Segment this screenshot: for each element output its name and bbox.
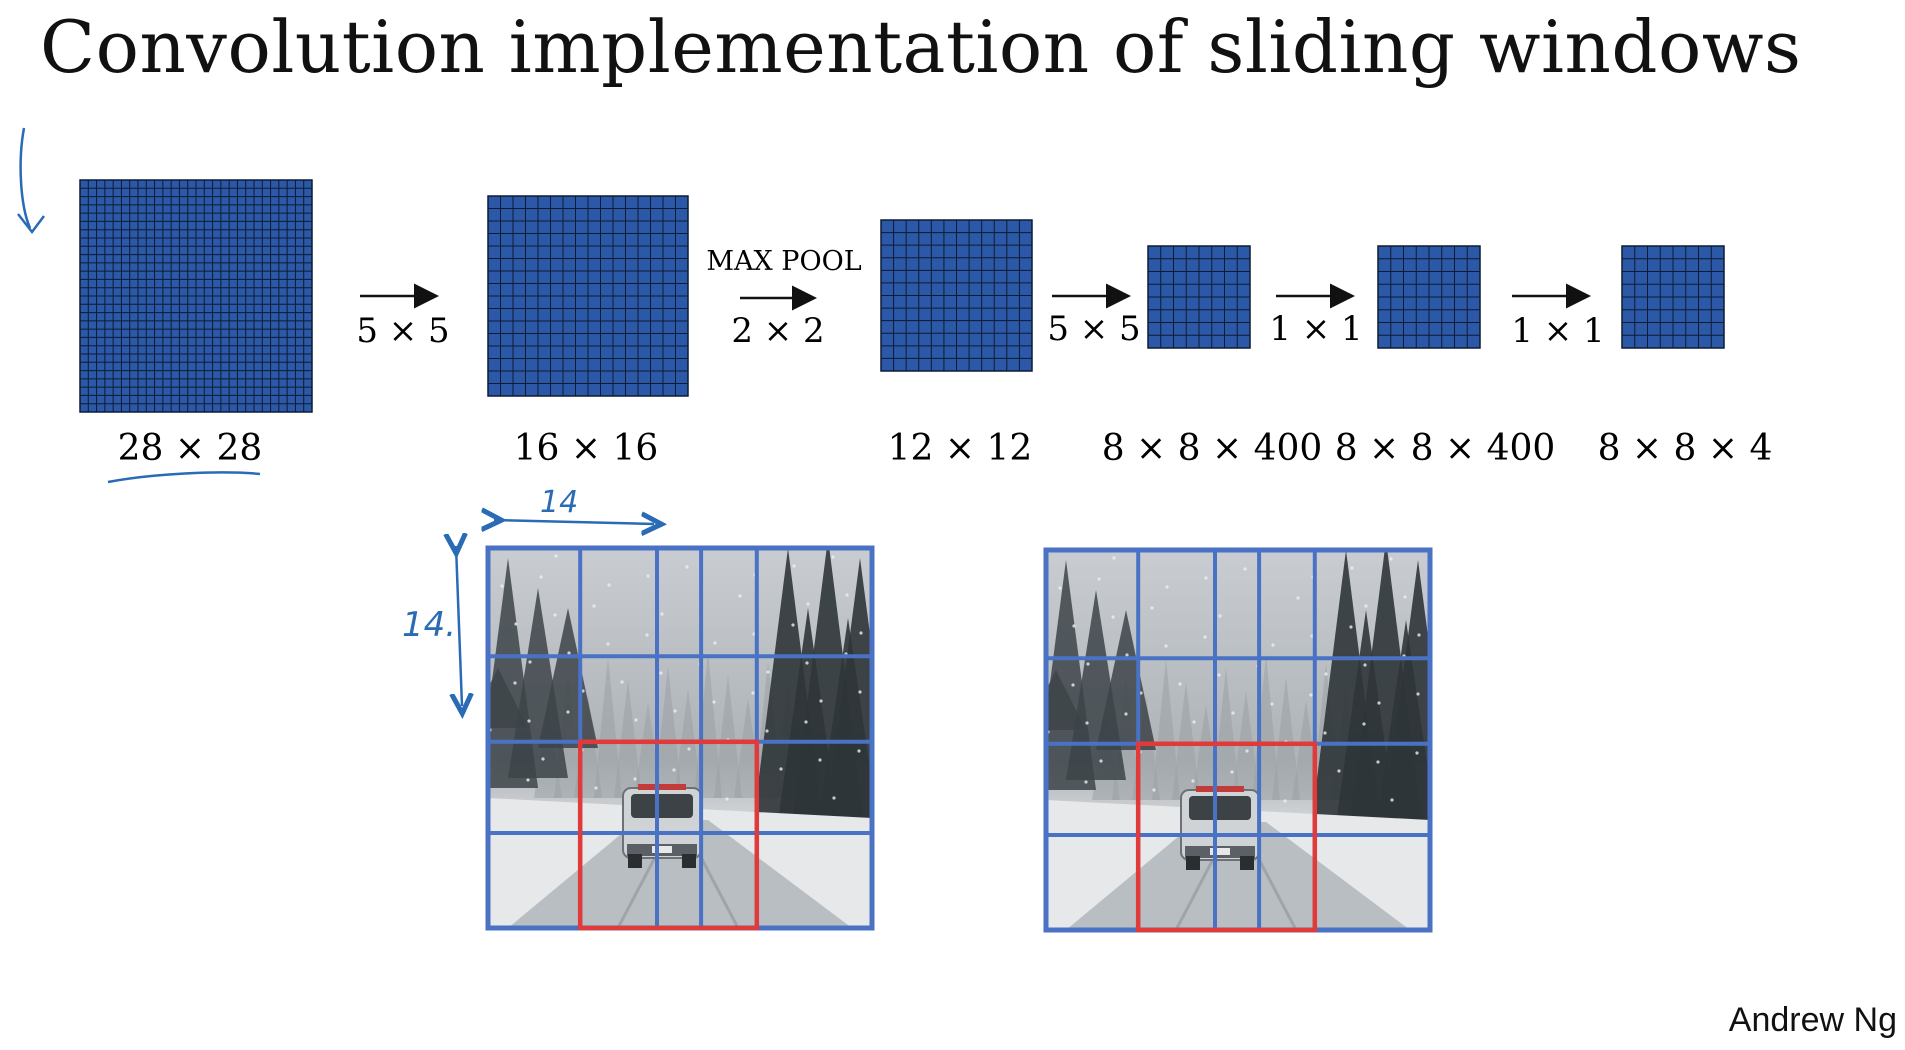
transition-2: 2 × 2 MAX POOL [706, 246, 861, 351]
dims-label-5: 8 × 8 × 400 [1335, 428, 1556, 469]
dims-label-3: 12 × 12 [888, 428, 1033, 469]
kernel-label: 1 × 1 [1511, 311, 1604, 351]
height-arrow-icon [456, 546, 462, 706]
road-photo [488, 548, 872, 928]
dims-label-1: 28 × 28 [118, 428, 263, 469]
height-annotation: 14. [402, 605, 456, 645]
car-icon [622, 784, 702, 868]
input-arrow-icon [19, 127, 32, 229]
kernel-label: 5 × 5 [1047, 309, 1140, 349]
volume-1 [79, 179, 313, 413]
kernel-label: 1 × 1 [1269, 309, 1362, 349]
dimension-labels: 28 × 28 16 × 16 12 × 12 8 × 8 × 400 8 × 8 × … [118, 428, 1773, 469]
author-credit: Andrew Ng [1728, 1001, 1897, 1039]
transition-3: 5 × 5 [1047, 283, 1141, 349]
highlighted-window [577, 739, 760, 931]
left-photo-panel [485, 545, 875, 931]
transition-5: 1 × 1 [1511, 283, 1605, 351]
volume-6 [1621, 245, 1725, 349]
width-annotation: 14 [540, 485, 578, 520]
operation-label: MAX POOL [706, 246, 861, 277]
volume-5 [1377, 245, 1481, 349]
kernel-label: 5 × 5 [356, 311, 449, 351]
dims-label-2: 16 × 16 [514, 428, 659, 469]
handwritten-annotations: 14 14. [17, 127, 654, 706]
dims-label-6: 8 × 8 × 4 [1598, 428, 1773, 469]
width-arrow-icon [494, 520, 654, 524]
car-icon [1180, 786, 1260, 870]
layer-arrows: 5 × 5 2 × 2 MAX POOL 5 × 5 1 × 1 1 × 1 [356, 246, 1604, 351]
volume-2 [487, 195, 689, 397]
volume-4 [1147, 245, 1251, 349]
road-photo [1046, 550, 1430, 930]
transition-4: 1 × 1 [1269, 283, 1363, 349]
underline-mark [107, 471, 261, 484]
highlighted-window [1135, 741, 1318, 933]
kernel-label: 2 × 2 [731, 311, 824, 351]
input-arrow-head-icon [17, 213, 45, 235]
transition-1: 5 × 5 [356, 283, 450, 351]
photo-panels [485, 545, 1433, 933]
feature-volumes [79, 179, 1725, 413]
volume-3 [880, 219, 1033, 372]
right-photo-panel [1043, 547, 1433, 933]
dims-label-4: 8 × 8 × 400 [1102, 428, 1323, 469]
slide-title: Convolution implementation of sliding wi… [40, 5, 1802, 89]
